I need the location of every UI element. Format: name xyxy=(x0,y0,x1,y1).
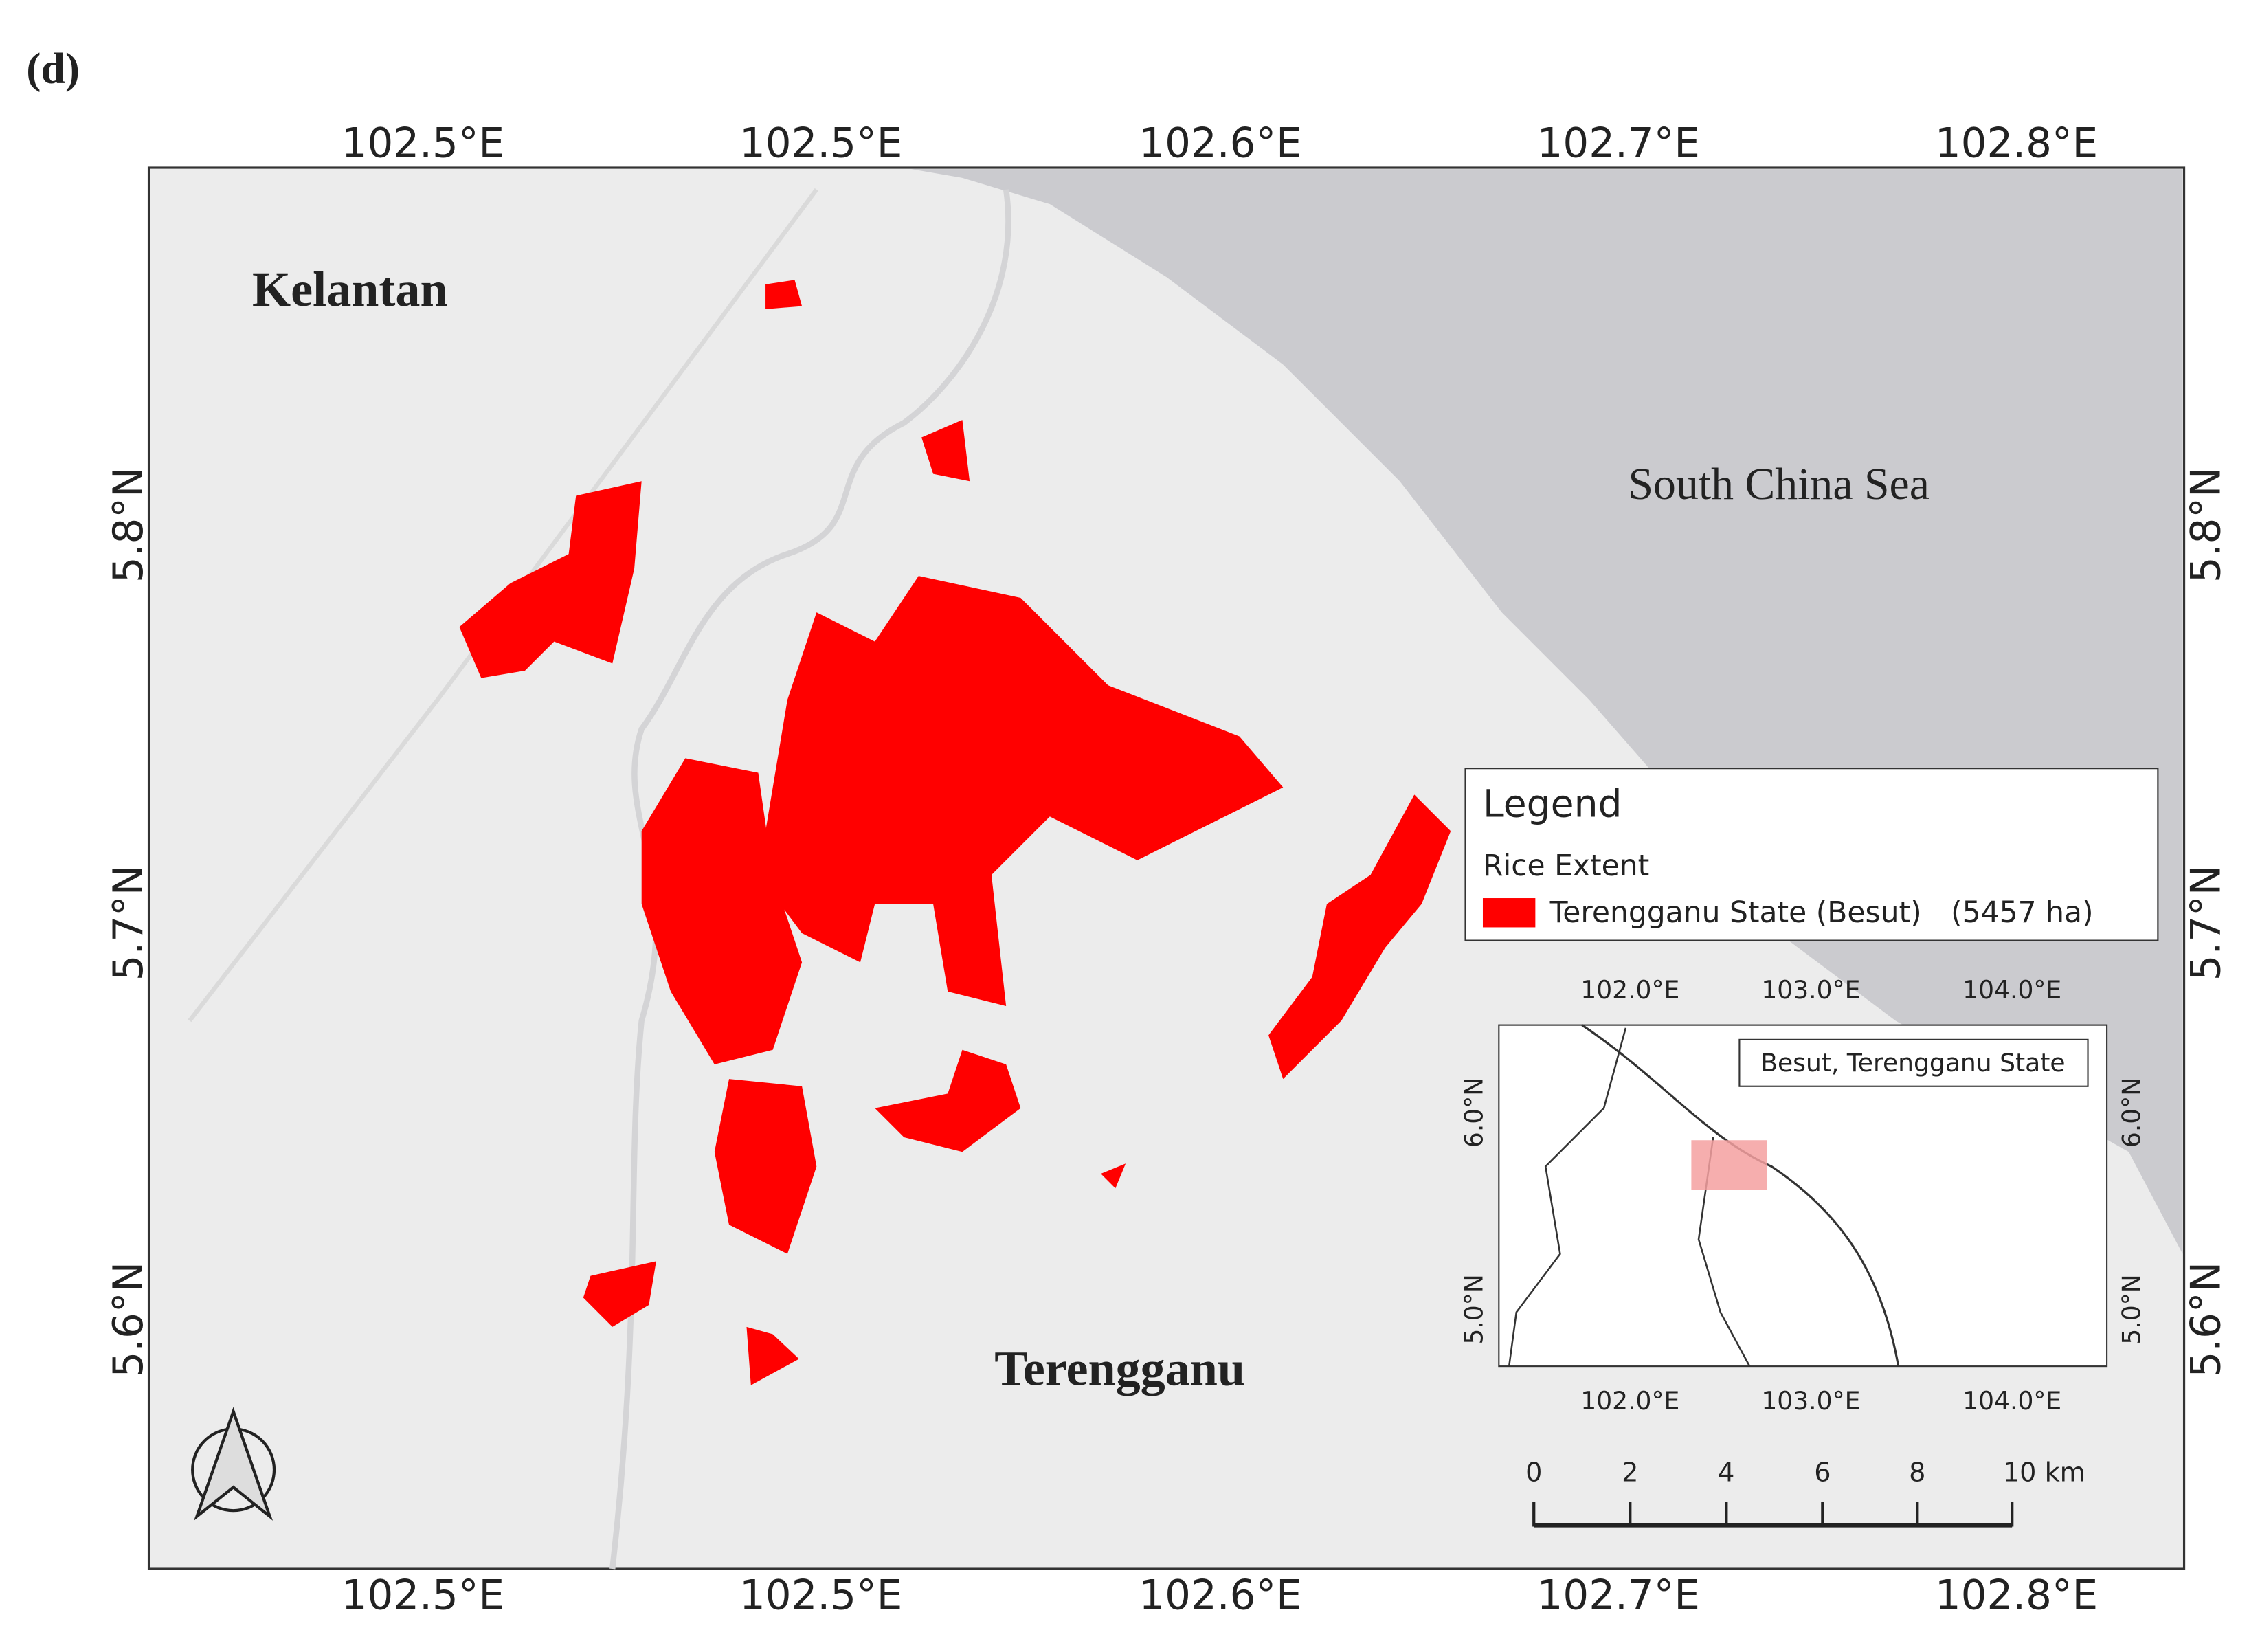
inset-y-label: 6.0°N xyxy=(2117,1078,2146,1148)
inset-x-label: 104.0°E xyxy=(1962,976,2061,1005)
y-label: 5.8°N xyxy=(2183,467,2230,583)
scale-label: 8 xyxy=(1909,1458,1925,1488)
road xyxy=(188,188,818,1023)
legend-box xyxy=(1464,768,2159,941)
place-label: South China Sea xyxy=(1628,459,1929,509)
sea xyxy=(911,169,2183,1254)
y-label: 5.6°N xyxy=(2183,1262,2230,1378)
inset-x-label: 102.0°E xyxy=(1580,976,1679,1005)
place-label: Kelantan xyxy=(252,262,448,317)
inset-x-label: 104.0°E xyxy=(1962,1387,2061,1416)
scale-label: 2 xyxy=(1622,1458,1638,1488)
x-label: 102.8°E xyxy=(1935,120,2098,167)
scale-label: 4 xyxy=(1718,1458,1734,1488)
inset-label: Besut, Terengganu State xyxy=(1760,1049,2065,1078)
x-label: 102.8°E xyxy=(1935,1572,2098,1620)
inset-y-label: 6.0°N xyxy=(1459,1078,1488,1148)
scale-label: 10 km xyxy=(2003,1458,2085,1488)
x-label: 102.7°E xyxy=(1537,120,1700,167)
inset-label-box xyxy=(1738,1038,2089,1087)
scale-label: 6 xyxy=(1814,1458,1831,1488)
y-label: 5.6°N xyxy=(105,1262,153,1378)
rice-extent xyxy=(459,280,1451,1385)
place-label: Terengganu xyxy=(994,1341,1245,1396)
scale-label: 0 xyxy=(1525,1458,1542,1488)
x-label: 102.5°E xyxy=(342,1572,504,1620)
inset-x-label: 103.0°E xyxy=(1761,976,1860,1005)
x-label: 102.5°E xyxy=(342,120,504,167)
y-label: 5.7°N xyxy=(2183,865,2230,981)
legend-title: Legend xyxy=(1483,782,1622,826)
inset-x-label: 103.0°E xyxy=(1761,1387,1860,1416)
x-label: 102.5°E xyxy=(739,1572,902,1620)
north-arrow xyxy=(191,1407,276,1521)
y-label: 5.8°N xyxy=(105,467,153,583)
river xyxy=(609,189,1011,1570)
legend-subtitle: Rice Extent xyxy=(1483,849,1649,883)
legend-area: (5457 ha) xyxy=(1951,896,2093,930)
x-label: 102.7°E xyxy=(1537,1572,1700,1620)
inset-y-label: 5.0°N xyxy=(2117,1274,2146,1344)
legend-entry: Terengganu State (Besut) xyxy=(1549,896,1922,930)
panel-label: (d) xyxy=(26,44,80,93)
x-label: 102.6°E xyxy=(1139,120,1301,167)
inset-coast xyxy=(1581,1024,1900,1367)
x-label: 102.5°E xyxy=(739,120,902,167)
inset-y-label: 5.0°N xyxy=(1459,1274,1488,1344)
labels: 102.5°E 102.5°E 102.6°E 102.7°E 102.8°E 102.5… xyxy=(105,120,2230,1619)
inset-x-label: 102.0°E xyxy=(1580,1387,1679,1416)
x-label: 102.6°E xyxy=(1139,1572,1301,1620)
legend-swatch xyxy=(1482,898,1536,928)
inset-extent xyxy=(1691,1140,1767,1190)
y-label: 5.7°N xyxy=(105,865,153,981)
